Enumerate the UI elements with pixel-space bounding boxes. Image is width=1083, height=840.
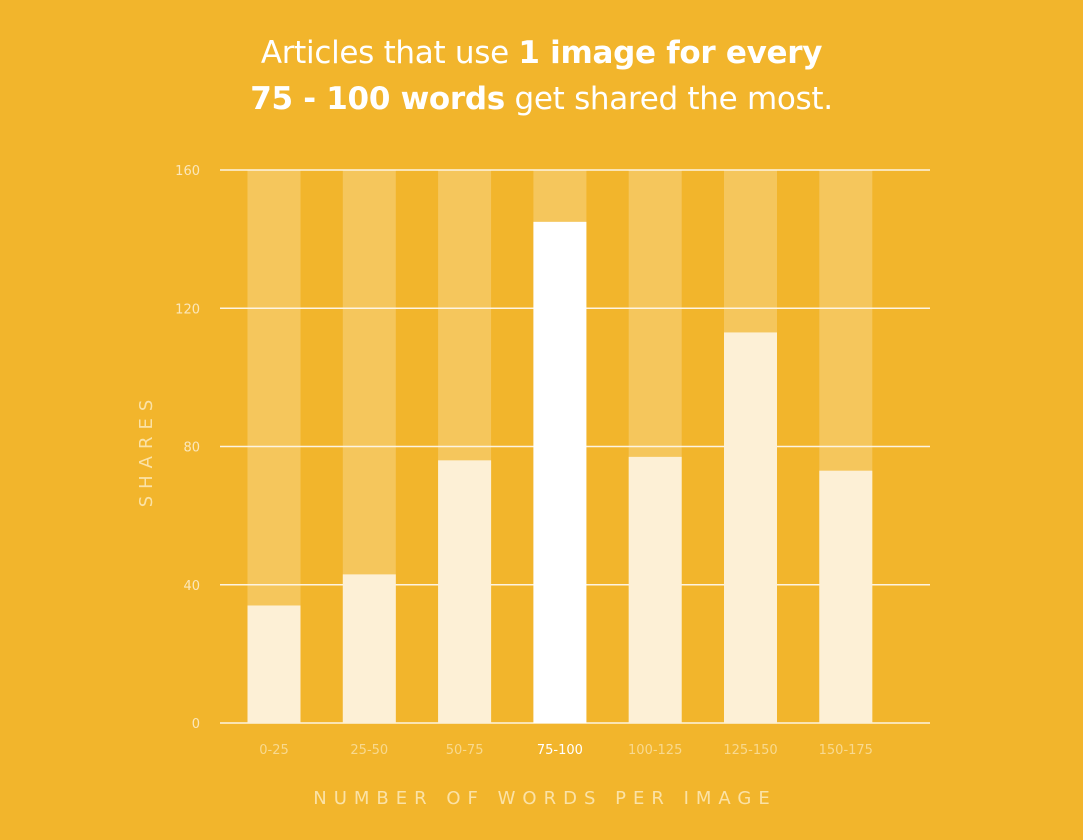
- y-tick-label: 160: [175, 164, 200, 179]
- title-line1-bold: 1 image for every: [518, 35, 823, 71]
- title-line2-plain: get shared the most.: [504, 81, 834, 117]
- y-axis-ticks: 0 40 80 120 160: [175, 164, 200, 732]
- x-axis-label: NUMBER OF WORDS PER IMAGE: [313, 788, 776, 809]
- x-tick-label: 0-25: [259, 743, 289, 758]
- bar-25-50: [342, 574, 396, 723]
- x-tick-label: 150-175: [819, 743, 873, 758]
- x-tick-label: 125-150: [723, 743, 777, 758]
- x-axis-ticks: 0-25 25-50 50-75 75-100 100-125 125-150 150-17…: [259, 743, 873, 758]
- bar-50-75: [438, 460, 492, 723]
- bar-0-25: [247, 605, 301, 723]
- chart-title: Articles that use 1 image for every 75 -…: [0, 30, 1083, 122]
- y-tick-label: 40: [183, 579, 200, 594]
- bar-100-125: [628, 456, 682, 723]
- y-tick-label: 0: [192, 717, 200, 732]
- y-axis-label: SHARES: [136, 393, 157, 508]
- y-tick-label: 120: [175, 302, 200, 317]
- bars: [247, 221, 873, 723]
- bar-75-100: [533, 221, 587, 723]
- title-line2-bold: 75 - 100 words: [250, 81, 505, 117]
- x-tick-label: 100-125: [628, 743, 682, 758]
- title-line1-plain: Articles that use: [260, 35, 519, 71]
- bar-150-175: [819, 470, 873, 723]
- x-tick-label: 50-75: [446, 743, 484, 758]
- x-tick-label: 75-100: [537, 743, 583, 758]
- y-tick-label: 80: [183, 441, 200, 456]
- bar-125-150: [724, 332, 777, 723]
- x-tick-label: 25-50: [350, 743, 388, 758]
